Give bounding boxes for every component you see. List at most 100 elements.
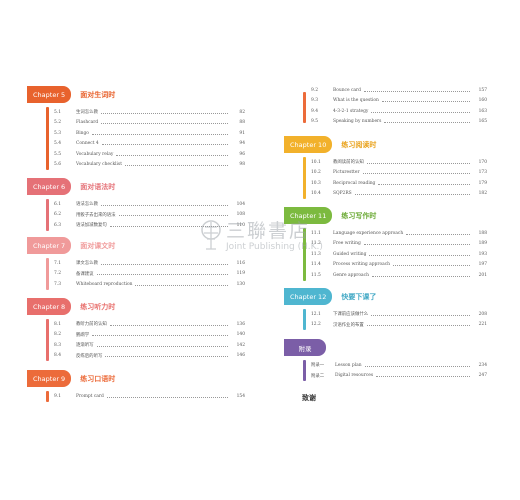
dot-leader — [106, 396, 228, 398]
toc-entry[interactable]: 8.2 鹦鹉学 140 — [54, 330, 245, 341]
toc-entry[interactable]: 10.1 教阅读前的认知 170 — [311, 157, 487, 168]
chapter-title[interactable]: 面对语法时 — [80, 182, 116, 191]
chapter-label[interactable]: Chapter 7 — [27, 237, 72, 254]
chapter-title[interactable]: 练习写作时 — [341, 211, 377, 220]
entry-number: 10.1 — [311, 159, 321, 165]
chapter-title[interactable]: 练习听力时 — [80, 302, 116, 311]
dot-leader — [366, 162, 470, 164]
toc-entry[interactable]: 10.3 Reciprocal reading 179 — [311, 178, 487, 189]
toc-entry[interactable]: 9.1 Prompt card 154 — [54, 391, 245, 402]
entry-title: Process writing approach — [333, 262, 391, 268]
entry-title: 生词怎么教 — [76, 110, 98, 116]
entry-title: Picturestter — [333, 170, 360, 176]
chapter-label[interactable]: Chapter 9 — [27, 370, 72, 387]
chapter-12: Chapter 12 快要下课了 12.1 下课前应该做什么 208 12.2 汉语作业… — [284, 288, 487, 330]
entry-title: 备课建议 — [76, 271, 94, 277]
dot-leader — [381, 101, 470, 103]
acknowledgements-heading[interactable]: 致谢 — [302, 394, 316, 402]
chapter-label[interactable]: Chapter 6 — [27, 178, 72, 195]
entry-title: Reciprocal reading — [333, 180, 376, 186]
entry-title: 教阅读前的认知 — [333, 160, 364, 166]
toc-entry[interactable]: 5.2 Flashcard 88 — [54, 118, 245, 129]
toc-entry[interactable]: 6.3 语法加减数复句 110 — [54, 220, 245, 231]
entry-number: 11.2 — [311, 241, 321, 247]
toc-entry[interactable]: 11.3 Guided writing 193 — [311, 249, 487, 260]
chapter-label[interactable]: Chapter 8 — [27, 298, 72, 315]
toc-entry[interactable]: 11.1 Language experience approach 188 — [311, 228, 487, 239]
chapter-label[interactable]: Chapter 12 — [284, 288, 333, 305]
entry-title: Whiteboard reproduction — [76, 281, 133, 287]
chapter-bar — [46, 319, 49, 361]
toc-entry[interactable]: 9.5 Speaking by numbers 165 — [311, 117, 487, 128]
entry-page: 173 — [478, 170, 487, 176]
toc-entry[interactable]: 9.4 4-3-2-1 strategy 163 — [311, 106, 487, 117]
chapter-label[interactable]: Chapter 11 — [284, 207, 333, 224]
entry-number: 5.3 — [54, 130, 61, 136]
entry-page: 157 — [478, 87, 487, 93]
entry-title: Lesson plan — [335, 362, 362, 368]
toc-entry[interactable]: 5.4 Connect 4 94 — [54, 139, 245, 150]
entry-title: Genre approach — [333, 272, 369, 278]
entry-page: 91 — [239, 130, 245, 136]
chapter-title[interactable]: 面对生词时 — [80, 90, 116, 99]
toc-entry[interactable]: 11.4 Process writing approach 197 — [311, 260, 487, 271]
entry-title: 4-3-2-1 strategy — [333, 108, 369, 114]
entry-page: 208 — [478, 311, 487, 317]
entry-number: 9.3 — [311, 98, 318, 104]
toc-entry[interactable]: 9.2 Bounce card 157 — [311, 85, 487, 96]
entry-title: Free writing — [333, 241, 361, 247]
entry-page: 234 — [478, 362, 487, 368]
chapter-title[interactable]: 面对课文时 — [80, 241, 116, 250]
toc-entry[interactable]: 6.1 语法怎么教 104 — [54, 199, 245, 210]
toc-entry[interactable]: 附录二 Digital resources 247 — [311, 371, 487, 382]
chapter-6: Chapter 6 面对语法时 6.1 语法怎么教 104 6.2 用骰子去出来的语法 1… — [27, 178, 245, 231]
entry-number: 6.2 — [54, 212, 61, 218]
toc-entry[interactable]: 7.2 备课建议 119 — [54, 269, 245, 280]
toc-entry[interactable]: 10.4 SQP2RS 182 — [311, 189, 487, 200]
toc-entry[interactable]: 5.5 Vocabulary relay 96 — [54, 149, 245, 160]
entry-page: 136 — [236, 321, 245, 327]
entry-title: 教听力前的认知 — [76, 322, 107, 328]
dot-leader — [363, 90, 470, 92]
chapter-label[interactable]: Chapter 10 — [284, 136, 333, 153]
toc-entry[interactable]: 8.1 教听力前的认知 136 — [54, 319, 245, 330]
entry-page: 88 — [239, 120, 245, 126]
chapter-label[interactable]: Chapter 5 — [27, 86, 72, 103]
chapter-title[interactable]: 练习阅读时 — [341, 140, 377, 149]
dot-leader — [116, 154, 228, 156]
toc-entry[interactable]: 11.2 Free writing 189 — [311, 239, 487, 250]
entry-title: Bounce card — [333, 87, 361, 93]
toc-entry[interactable]: 12.2 汉语作业的布置 221 — [311, 320, 487, 331]
toc-entry[interactable]: 6.2 用骰子去出来的语法 108 — [54, 210, 245, 221]
toc-entry[interactable]: 5.1 生词怎么教 82 — [54, 107, 245, 118]
entry-page: 130 — [236, 281, 245, 287]
watermark-chinese: 三聯書店 — [226, 220, 311, 242]
toc-entry[interactable]: 8.4 反练后的听写 146 — [54, 351, 245, 362]
entry-page: 142 — [236, 342, 245, 348]
entry-number: 8.2 — [54, 332, 61, 338]
toc-entry[interactable]: 11.5 Genre approach 201 — [311, 270, 487, 281]
entry-title: 下课前应该做什么 — [333, 312, 369, 318]
appendix-label[interactable]: 附录 — [284, 339, 326, 356]
entry-page: 188 — [478, 230, 487, 236]
entry-number: 11.5 — [311, 272, 321, 278]
entry-number: 12.1 — [311, 311, 321, 317]
chapter-title[interactable]: 快要下课了 — [341, 292, 377, 301]
toc-entry[interactable]: 7.1 课文怎么教 116 — [54, 258, 245, 269]
entry-number: 8.4 — [54, 353, 61, 359]
entry-page: 94 — [239, 141, 245, 147]
entry-page: 104 — [236, 201, 245, 207]
toc-entry[interactable]: 5.3 Bingo 91 — [54, 128, 245, 139]
toc-entry[interactable]: 12.1 下课前应该做什么 208 — [311, 309, 487, 320]
dot-leader — [371, 275, 470, 277]
toc-entry[interactable]: 7.3 Whiteboard reproduction 130 — [54, 279, 245, 290]
entry-title: Vocabulary checklist — [76, 162, 122, 168]
toc-entry[interactable]: 5.6 Vocabulary checklist 98 — [54, 160, 245, 171]
toc-entry[interactable]: 9.3 What is the question 160 — [311, 96, 487, 107]
entry-title: Bingo — [76, 130, 89, 136]
chapter-bar — [46, 199, 49, 231]
toc-entry[interactable]: 附录一 Lesson plan 234 — [311, 360, 487, 371]
chapter-title[interactable]: 练习口语时 — [80, 374, 116, 383]
toc-entry[interactable]: 8.3 逐渐听写 142 — [54, 340, 245, 351]
toc-entry[interactable]: 10.2 Picturestter 173 — [311, 168, 487, 179]
